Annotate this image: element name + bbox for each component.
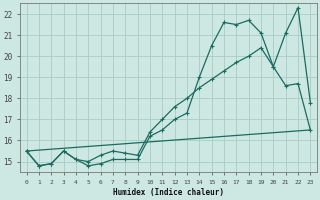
X-axis label: Humidex (Indice chaleur): Humidex (Indice chaleur): [113, 188, 224, 197]
